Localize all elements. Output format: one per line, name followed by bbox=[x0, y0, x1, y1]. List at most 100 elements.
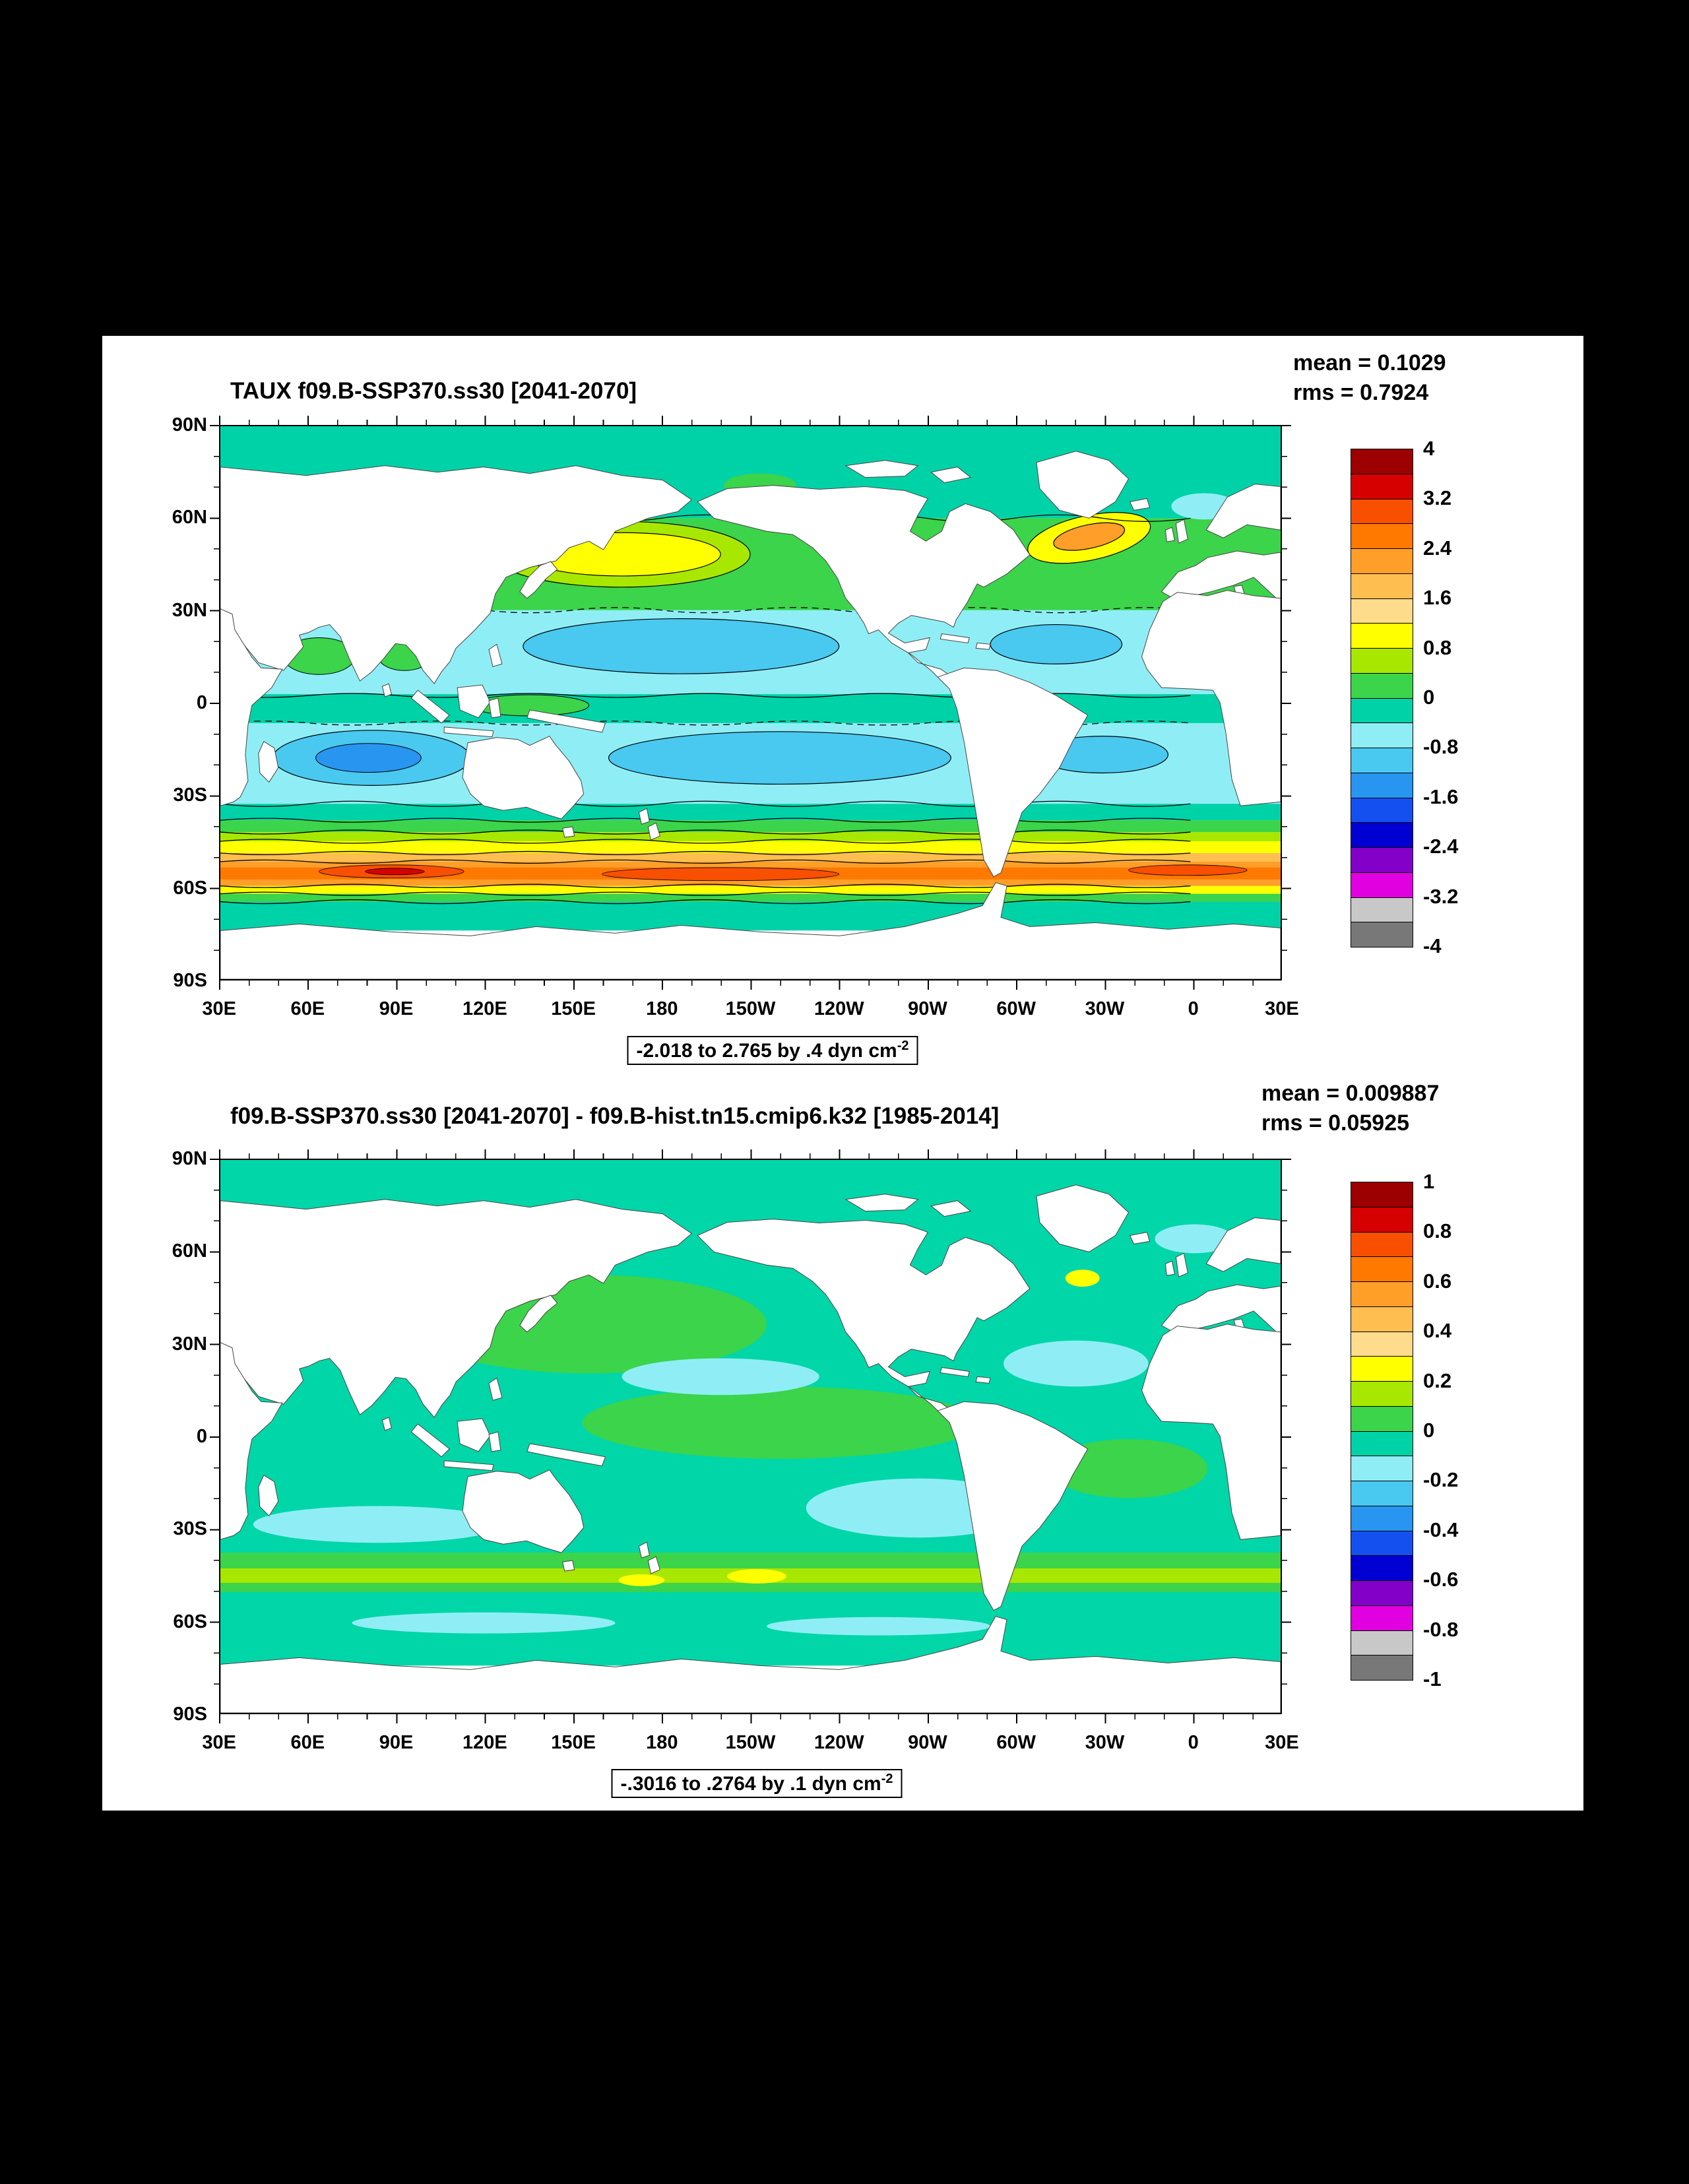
colorbar-cell bbox=[1351, 672, 1413, 698]
colorbar-label: -3.2 bbox=[1423, 884, 1459, 908]
panel2-lon-axis: 30E 60E 90E 120E 150E 180 150W 120W 90W 60W 30W 0 30… bbox=[175, 1731, 1326, 1754]
colorbar-label: 0.8 bbox=[1423, 1219, 1452, 1243]
panel2-left-ticks-minor bbox=[214, 1159, 219, 1714]
colorbar-cell bbox=[1351, 1256, 1413, 1281]
lon-tick-label: 150W bbox=[725, 998, 776, 1019]
lat-tick-label: 0 bbox=[196, 1425, 207, 1447]
lon-tick-label: 30W bbox=[1085, 998, 1125, 1019]
colorbar-label: 0 bbox=[1423, 685, 1435, 709]
lon-tick-label: 180 bbox=[646, 998, 678, 1019]
colorbar-label: -0.8 bbox=[1423, 1617, 1459, 1641]
panel2-colorbar bbox=[1351, 1182, 1413, 1681]
colorbar-cell bbox=[1351, 1356, 1413, 1381]
colorbar-cell bbox=[1351, 573, 1413, 598]
panel2-bottom-ticks-minor bbox=[219, 1714, 1282, 1719]
panel2-right-ticks-minor bbox=[1282, 1159, 1287, 1714]
panel1-mean: mean = 0.1029 bbox=[1293, 350, 1446, 375]
lon-tick-label: 0 bbox=[1188, 998, 1199, 1019]
colorbar-cell bbox=[1351, 697, 1413, 723]
lon-tick-label: 30E bbox=[202, 1732, 236, 1753]
lon-tick-label: 30E bbox=[1265, 1732, 1299, 1753]
colorbar-label: -1 bbox=[1423, 1667, 1442, 1690]
lon-tick-label: 150E bbox=[551, 998, 596, 1019]
lat-tick-label: 30S bbox=[173, 1518, 207, 1540]
lat-tick-label: 60N bbox=[172, 1240, 207, 1262]
colorbar-cell bbox=[1351, 1206, 1413, 1232]
lon-tick-label: 60W bbox=[996, 1732, 1036, 1753]
panel1-range-caption: -2.018 to 2.765 by .4 dyn cm-2 bbox=[627, 1036, 918, 1065]
colorbar-label: 0.2 bbox=[1423, 1368, 1452, 1392]
lat-tick-label: 30S bbox=[173, 785, 207, 806]
lon-tick-label: 30E bbox=[1265, 998, 1299, 1019]
lat-tick-label: 30N bbox=[172, 599, 207, 621]
colorbar-label: 1.6 bbox=[1423, 586, 1452, 610]
colorbar-label: 0.4 bbox=[1423, 1319, 1452, 1343]
panel1-lon-axis: 30E 60E 90E 120E 150E 180 150W 120W 90W 60W 30W 0 30… bbox=[175, 998, 1326, 1020]
lon-tick-label: 30W bbox=[1085, 1732, 1125, 1753]
lon-tick-label: 90E bbox=[379, 1732, 414, 1753]
colorbar-cell bbox=[1351, 1505, 1413, 1531]
lon-tick-label: 60E bbox=[290, 998, 325, 1019]
colorbar-cell bbox=[1351, 648, 1413, 673]
lon-tick-label: 150W bbox=[725, 1732, 776, 1753]
lon-tick-label: 180 bbox=[646, 1732, 678, 1753]
panel1-left-ticks-minor bbox=[214, 425, 219, 980]
colorbar-cell bbox=[1351, 548, 1413, 573]
panel2-stats: mean = 0.009887 rms = 0.05925 bbox=[1261, 1079, 1439, 1138]
colorbar-cell bbox=[1351, 598, 1413, 624]
lon-tick-label: 90W bbox=[908, 998, 947, 1019]
colorbar-cell bbox=[1351, 1306, 1413, 1332]
lon-tick-label: 90E bbox=[379, 998, 414, 1019]
lon-tick-label: 90W bbox=[908, 1732, 947, 1753]
colorbar-cell bbox=[1351, 498, 1413, 524]
lat-tick-label: 30N bbox=[172, 1333, 207, 1355]
colorbar-cell bbox=[1351, 872, 1413, 897]
colorbar-cell bbox=[1351, 1182, 1413, 1207]
colorbar-cell bbox=[1351, 1605, 1413, 1630]
colorbar-cell bbox=[1351, 523, 1413, 548]
colorbar-cell bbox=[1351, 1405, 1413, 1431]
colorbar-cell bbox=[1351, 1281, 1413, 1306]
lon-tick-label: 60W bbox=[996, 998, 1036, 1019]
lon-tick-label: 30E bbox=[202, 998, 236, 1019]
colorbar-cell bbox=[1351, 1580, 1413, 1605]
lat-tick-label: 90N bbox=[172, 1148, 207, 1169]
colorbar-label: -0.4 bbox=[1423, 1518, 1459, 1541]
colorbar-cell bbox=[1351, 772, 1413, 798]
panel2-map bbox=[219, 1159, 1282, 1714]
panel1-colorbar bbox=[1351, 449, 1413, 947]
panel1-map bbox=[219, 425, 1282, 980]
panel1-top-ticks-minor bbox=[219, 420, 1282, 425]
colorbar-cell bbox=[1351, 1231, 1413, 1257]
colorbar-label: 4 bbox=[1423, 437, 1435, 460]
panel2-top-ticks-minor bbox=[219, 1153, 1282, 1159]
colorbar-label: 0 bbox=[1423, 1418, 1435, 1442]
colorbar-label: 3.2 bbox=[1423, 486, 1452, 510]
lat-tick-label: 90S bbox=[173, 1703, 207, 1725]
colorbar-label: 2.4 bbox=[1423, 536, 1452, 560]
panel2-rms: rms = 0.05925 bbox=[1261, 1110, 1410, 1136]
colorbar-label: -2.4 bbox=[1423, 835, 1459, 858]
panel1-right-ticks-minor bbox=[1282, 425, 1287, 980]
colorbar-cell bbox=[1351, 1456, 1413, 1481]
lat-tick-label: 0 bbox=[196, 691, 207, 713]
panel2-lat-axis: 90N 60N 30N 0 30S 60S 90S bbox=[102, 1147, 211, 1725]
diagnostic-sheet: TAUX f09.B-SSP370.ss30 [2041-2070] mean … bbox=[102, 336, 1583, 1811]
lon-tick-label: 150E bbox=[551, 1732, 596, 1753]
colorbar-cell bbox=[1351, 897, 1413, 922]
colorbar-cell bbox=[1351, 1530, 1413, 1556]
lon-tick-label: 120W bbox=[813, 998, 864, 1019]
panel2-title: f09.B-SSP370.ss30 [2041-2070] - f09.B-hi… bbox=[230, 1103, 1000, 1129]
panel1-stats: mean = 0.1029 rms = 0.7924 bbox=[1293, 348, 1446, 408]
colorbar-cell bbox=[1351, 1331, 1413, 1357]
lon-tick-label: 0 bbox=[1188, 1732, 1199, 1753]
colorbar-label: -1.6 bbox=[1423, 785, 1459, 808]
colorbar-cell bbox=[1351, 1630, 1413, 1655]
colorbar-cell bbox=[1351, 922, 1413, 947]
panel1-lat-axis: 90N 60N 30N 0 30S 60S 90S bbox=[102, 414, 211, 992]
lon-tick-label: 60E bbox=[290, 1732, 325, 1753]
colorbar-label: -0.8 bbox=[1423, 735, 1459, 759]
colorbar-label: -4 bbox=[1423, 934, 1442, 957]
colorbar-cell bbox=[1351, 1430, 1413, 1456]
